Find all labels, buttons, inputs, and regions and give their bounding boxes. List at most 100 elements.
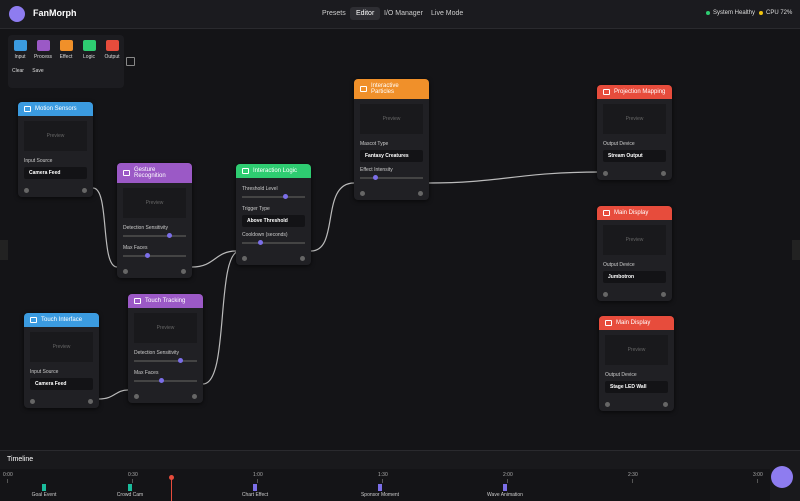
port[interactable]: [661, 292, 666, 297]
select[interactable]: Stream Output: [603, 150, 666, 162]
select[interactable]: Camera Feed: [30, 378, 93, 390]
node[interactable]: Interaction Logic Threshold Level Trigger …: [236, 164, 311, 265]
nav-tab[interactable]: I/O Manager: [384, 10, 423, 17]
slider[interactable]: [242, 240, 305, 245]
status: System Healthy: [713, 10, 756, 16]
event-marker[interactable]: [253, 484, 257, 491]
select[interactable]: Stage LED Wall: [605, 381, 668, 393]
ports: [134, 390, 197, 399]
field-label: Detection Sensitivity: [134, 350, 180, 356]
slider-knob[interactable]: [145, 253, 151, 258]
port[interactable]: [661, 171, 666, 176]
preview: Preview: [603, 225, 666, 255]
connection: [191, 250, 237, 268]
slider-knob[interactable]: [372, 175, 378, 180]
event-marker[interactable]: [378, 484, 382, 491]
add-button[interactable]: [126, 57, 135, 66]
event-marker[interactable]: [503, 484, 507, 491]
node[interactable]: Interactive Particles Preview Mascot Type F…: [354, 79, 429, 200]
field-label: Input Source: [24, 158, 53, 164]
action-button[interactable]: Save: [28, 68, 48, 74]
node-title: Interaction Logic: [253, 168, 298, 174]
tool-label: Output: [104, 54, 120, 60]
port[interactable]: [242, 256, 247, 261]
timeline: Timeline 0:00 0:30 1:00 1:30 2:00 2:30 3:00 Goa…: [0, 450, 800, 501]
node[interactable]: Main Display Preview Output Device Jumbotro…: [597, 206, 672, 301]
port[interactable]: [603, 171, 608, 176]
port[interactable]: [300, 256, 305, 261]
field-label: Output Device: [603, 262, 635, 268]
tool-button[interactable]: Logic: [77, 40, 101, 60]
select[interactable]: Jumbotron: [603, 271, 666, 283]
node[interactable]: Gesture Recognition Preview Detection Sens…: [117, 163, 192, 278]
slider[interactable]: [123, 253, 186, 258]
port[interactable]: [134, 394, 139, 399]
action-button[interactable]: Clear: [8, 68, 28, 74]
nav-tab[interactable]: Presets: [322, 10, 346, 17]
event-label: Crowd Cam: [116, 492, 144, 498]
side-toggle[interactable]: [0, 240, 8, 260]
tool-icon: [59, 40, 73, 51]
slider-knob[interactable]: [257, 240, 263, 245]
slider[interactable]: [134, 378, 197, 383]
port[interactable]: [82, 188, 87, 193]
node[interactable]: Touch Interface Preview Input Source Camera…: [24, 313, 99, 408]
event-marker[interactable]: [42, 484, 46, 491]
slider-knob[interactable]: [178, 358, 184, 363]
event-label: Wave Animation: [487, 492, 523, 498]
nav-tab[interactable]: Live Mode: [431, 10, 464, 17]
node-header: Motion Sensors: [18, 102, 93, 116]
select[interactable]: Fantasy Creatures: [360, 150, 423, 162]
slider[interactable]: [242, 194, 305, 199]
playhead-knob[interactable]: [169, 475, 174, 480]
node-icon: [30, 317, 37, 323]
port[interactable]: [181, 269, 186, 274]
node-body: Preview Detection Sensitivity Max Faces: [128, 308, 203, 403]
tool-button[interactable]: Input: [8, 40, 32, 60]
tool-label: Input: [14, 54, 26, 60]
tool-button[interactable]: Output: [100, 40, 124, 60]
timeline-title: Timeline: [7, 456, 34, 463]
node-body: Preview Output Device Stream Output: [597, 99, 672, 180]
nav-tab[interactable]: Editor: [350, 7, 381, 20]
side-toggle[interactable]: [792, 240, 800, 260]
node[interactable]: Projection Mapping Preview Output Device St…: [597, 85, 672, 180]
node[interactable]: Touch Tracking Preview Detection Sensitivi…: [128, 294, 203, 403]
node-body: Preview Input Source Camera Feed: [24, 327, 99, 408]
tick-label: 3:00: [753, 472, 763, 478]
select[interactable]: Above Threshold: [242, 215, 305, 227]
slider-knob[interactable]: [167, 233, 173, 238]
port[interactable]: [24, 188, 29, 193]
slider[interactable]: [360, 175, 423, 180]
tick: [632, 479, 633, 483]
event-label: Goal Event: [31, 492, 57, 498]
slider-knob[interactable]: [159, 378, 165, 383]
port[interactable]: [360, 191, 365, 196]
port[interactable]: [192, 394, 197, 399]
connection: [98, 389, 129, 400]
port[interactable]: [603, 292, 608, 297]
port[interactable]: [123, 269, 128, 274]
node[interactable]: Main Display Preview Output Device Stage LE…: [599, 316, 674, 411]
select[interactable]: Camera Feed: [24, 167, 87, 179]
node-body: Preview Mascot Type Fantasy Creatures Effec…: [354, 99, 429, 200]
tool-button[interactable]: Effect: [54, 40, 78, 60]
event-marker[interactable]: [128, 484, 132, 491]
tick-label: 0:30: [128, 472, 138, 478]
port[interactable]: [663, 402, 668, 407]
node-title: Main Display: [614, 210, 649, 216]
slider-knob[interactable]: [282, 194, 288, 199]
tool-button[interactable]: Process: [31, 40, 55, 60]
mascot-avatar[interactable]: [771, 466, 793, 488]
tick: [757, 479, 758, 483]
port[interactable]: [30, 399, 35, 404]
port[interactable]: [88, 399, 93, 404]
tick: [507, 479, 508, 483]
preview: Preview: [603, 104, 666, 134]
port[interactable]: [418, 191, 423, 196]
node[interactable]: Motion Sensors Preview Input Source Camera …: [18, 102, 93, 197]
slider[interactable]: [123, 233, 186, 238]
node-header: Interactive Particles: [354, 79, 429, 99]
port[interactable]: [605, 402, 610, 407]
slider[interactable]: [134, 358, 197, 363]
